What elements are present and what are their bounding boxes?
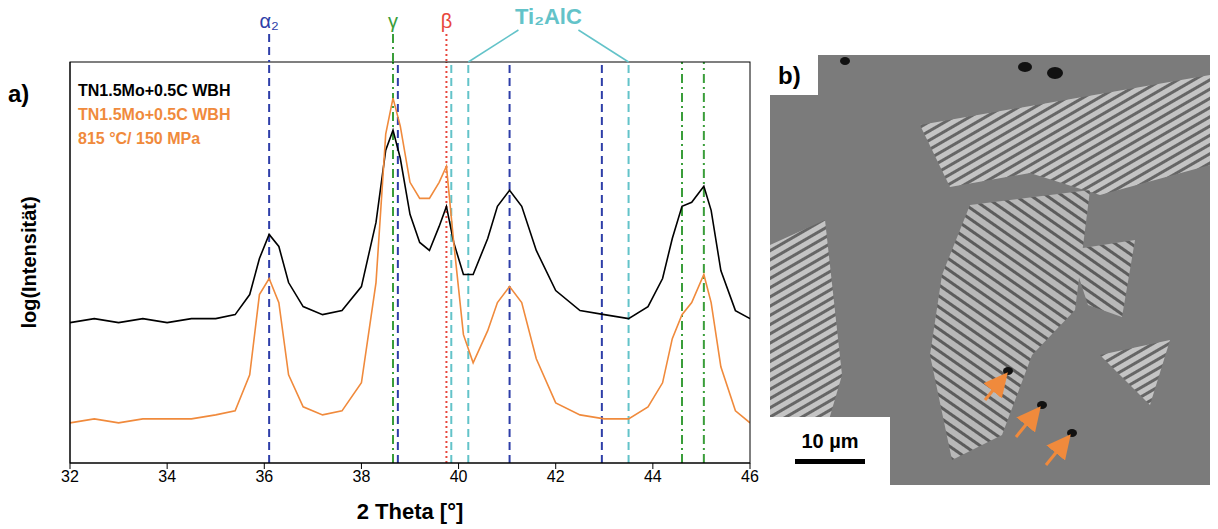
svg-text:log(Intensität): log(Intensität) bbox=[18, 196, 40, 328]
svg-text:42: 42 bbox=[547, 468, 565, 485]
svg-text:38: 38 bbox=[353, 468, 371, 485]
svg-text:34: 34 bbox=[158, 468, 176, 485]
svg-text:10 µm: 10 µm bbox=[801, 430, 858, 452]
svg-text:2 Theta [°]: 2 Theta [°] bbox=[357, 499, 464, 524]
svg-text:46: 46 bbox=[741, 468, 759, 485]
svg-text:32: 32 bbox=[61, 468, 79, 485]
svg-text:β: β bbox=[441, 10, 453, 32]
svg-text:36: 36 bbox=[255, 468, 273, 485]
svg-text:TN1.5Mo+0.5C WBH: TN1.5Mo+0.5C WBH bbox=[78, 106, 230, 123]
svg-text:815 °C/ 150 MPa: 815 °C/ 150 MPa bbox=[78, 130, 200, 147]
svg-text:γ: γ bbox=[388, 10, 398, 32]
svg-text:α₂: α₂ bbox=[259, 10, 278, 32]
svg-text:40: 40 bbox=[450, 468, 468, 485]
svg-text:44: 44 bbox=[644, 468, 662, 485]
svg-text:b): b) bbox=[778, 62, 801, 89]
svg-text:a): a) bbox=[8, 80, 29, 107]
svg-text:Ti₂AlC: Ti₂AlC bbox=[515, 4, 582, 29]
svg-text:TN1.5Mo+0.5C WBH: TN1.5Mo+0.5C WBH bbox=[78, 82, 230, 99]
